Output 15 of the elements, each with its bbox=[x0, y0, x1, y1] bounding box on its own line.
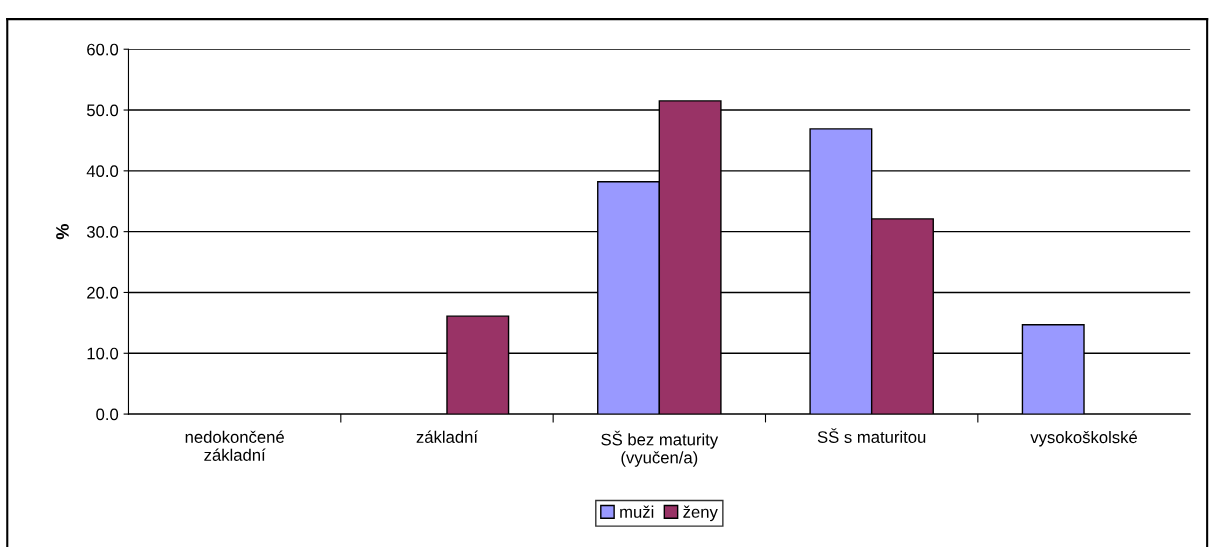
x-tick-label: základní bbox=[416, 430, 478, 443]
x-tick-label: SŠ bez maturity (vyučen/a) bbox=[601, 430, 719, 467]
y-axis-title: % bbox=[56, 224, 69, 240]
x-tick-label: nedokončené základní bbox=[185, 430, 284, 461]
legend-label: ženy bbox=[683, 505, 718, 522]
y-tick-label: 0.0 bbox=[96, 408, 119, 421]
y-tick-label: 40.0 bbox=[86, 165, 119, 178]
y-tick-label: 50.0 bbox=[86, 104, 119, 117]
x-tick-label: SŠ s maturitou bbox=[817, 428, 926, 443]
y-tick-label: 30.0 bbox=[86, 226, 119, 238]
y-tick-label: 10.0 bbox=[87, 347, 119, 360]
x-tick-label: vysokoškolské bbox=[1030, 430, 1137, 447]
y-tick-label: 60.0 bbox=[87, 43, 119, 56]
legend-label: muži bbox=[620, 505, 654, 518]
y-tick-label: 20.0 bbox=[87, 286, 119, 299]
